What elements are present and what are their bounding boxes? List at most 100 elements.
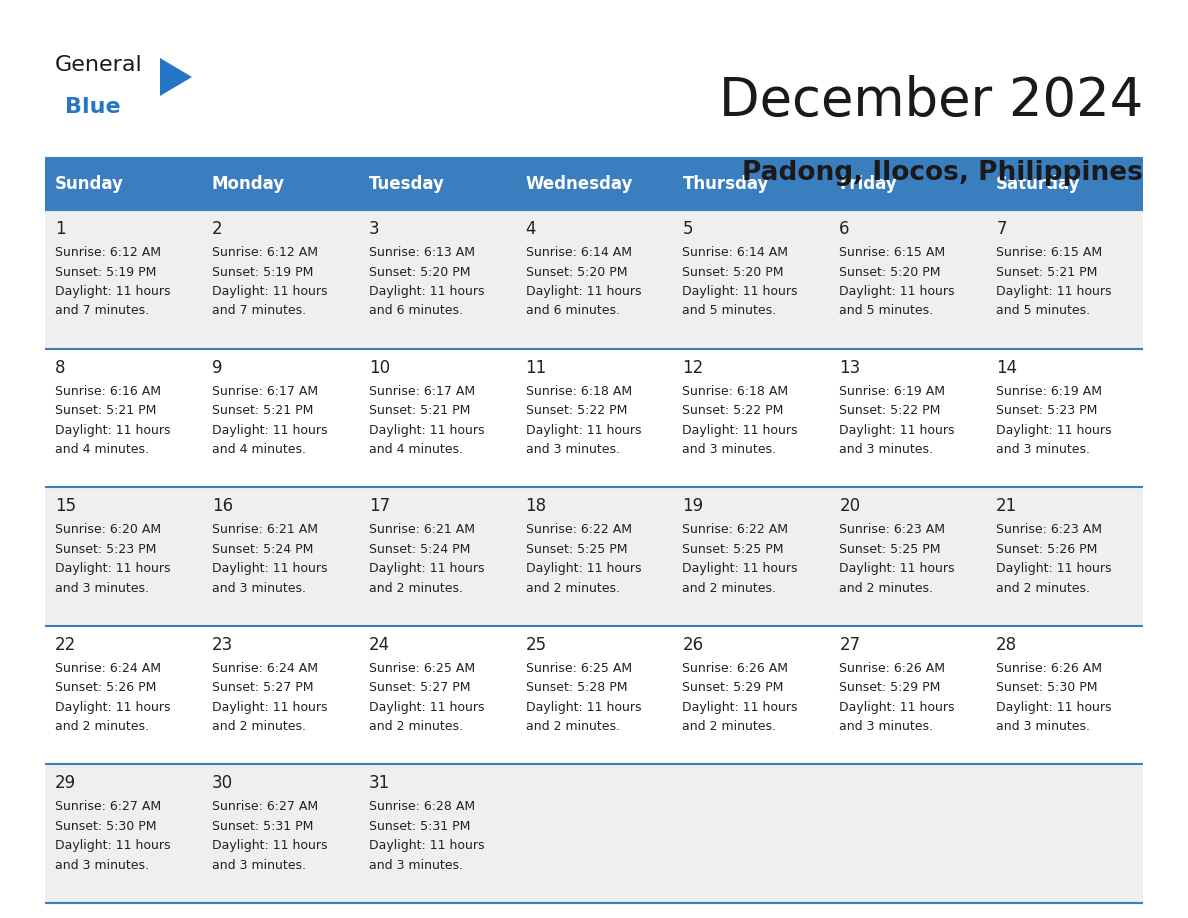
Text: Sunset: 5:19 PM: Sunset: 5:19 PM: [55, 265, 157, 278]
Text: Sunrise: 6:25 AM: Sunrise: 6:25 AM: [525, 662, 632, 675]
Text: Sunset: 5:28 PM: Sunset: 5:28 PM: [525, 681, 627, 694]
Text: 15: 15: [55, 498, 76, 515]
Bar: [45, 765, 202, 903]
Text: Sunrise: 6:25 AM: Sunrise: 6:25 AM: [368, 662, 475, 675]
Bar: [202, 210, 359, 349]
Text: and 4 minutes.: and 4 minutes.: [211, 443, 305, 456]
Bar: [202, 765, 359, 903]
Text: Daylight: 11 hours: Daylight: 11 hours: [368, 285, 485, 298]
Text: Daylight: 11 hours: Daylight: 11 hours: [525, 700, 642, 714]
Text: and 4 minutes.: and 4 minutes.: [368, 443, 462, 456]
Bar: [45, 349, 202, 487]
Text: and 2 minutes.: and 2 minutes.: [55, 721, 148, 733]
Text: Wednesday: Wednesday: [525, 175, 633, 193]
Bar: [829, 765, 986, 903]
Text: and 3 minutes.: and 3 minutes.: [839, 721, 934, 733]
Text: and 3 minutes.: and 3 minutes.: [55, 859, 148, 872]
Text: Daylight: 11 hours: Daylight: 11 hours: [211, 700, 328, 714]
Text: Sunset: 5:22 PM: Sunset: 5:22 PM: [839, 404, 941, 417]
Text: Daylight: 11 hours: Daylight: 11 hours: [682, 285, 798, 298]
Text: Sunset: 5:29 PM: Sunset: 5:29 PM: [682, 681, 784, 694]
Text: 2: 2: [211, 220, 222, 238]
Text: Daylight: 11 hours: Daylight: 11 hours: [997, 562, 1112, 576]
Text: and 3 minutes.: and 3 minutes.: [997, 721, 1091, 733]
Text: 30: 30: [211, 775, 233, 792]
Bar: [829, 487, 986, 626]
Text: Daylight: 11 hours: Daylight: 11 hours: [525, 423, 642, 437]
Text: 23: 23: [211, 636, 233, 654]
Text: and 2 minutes.: and 2 minutes.: [682, 582, 777, 595]
Text: Sunrise: 6:24 AM: Sunrise: 6:24 AM: [55, 662, 162, 675]
Text: Daylight: 11 hours: Daylight: 11 hours: [368, 562, 485, 576]
Bar: [516, 158, 672, 210]
Text: and 2 minutes.: and 2 minutes.: [368, 582, 462, 595]
Text: Daylight: 11 hours: Daylight: 11 hours: [368, 423, 485, 437]
Bar: [516, 349, 672, 487]
Text: Daylight: 11 hours: Daylight: 11 hours: [997, 423, 1112, 437]
Text: Sunset: 5:23 PM: Sunset: 5:23 PM: [997, 404, 1098, 417]
Text: 9: 9: [211, 359, 222, 376]
Text: Sunset: 5:20 PM: Sunset: 5:20 PM: [368, 265, 470, 278]
Bar: [672, 487, 829, 626]
Bar: [986, 210, 1143, 349]
Bar: [45, 487, 202, 626]
Text: Daylight: 11 hours: Daylight: 11 hours: [682, 423, 798, 437]
Text: Tuesday: Tuesday: [368, 175, 444, 193]
Bar: [359, 158, 516, 210]
Text: Sunrise: 6:16 AM: Sunrise: 6:16 AM: [55, 385, 162, 397]
Text: 14: 14: [997, 359, 1017, 376]
Text: Sunrise: 6:13 AM: Sunrise: 6:13 AM: [368, 246, 475, 259]
Text: 7: 7: [997, 220, 1006, 238]
Text: Sunset: 5:25 PM: Sunset: 5:25 PM: [839, 543, 941, 555]
Text: and 5 minutes.: and 5 minutes.: [839, 305, 934, 318]
Text: Sunrise: 6:21 AM: Sunrise: 6:21 AM: [368, 523, 475, 536]
Bar: [516, 765, 672, 903]
Text: and 2 minutes.: and 2 minutes.: [682, 721, 777, 733]
Text: and 3 minutes.: and 3 minutes.: [211, 859, 305, 872]
Text: Daylight: 11 hours: Daylight: 11 hours: [211, 562, 328, 576]
Text: Sunrise: 6:22 AM: Sunrise: 6:22 AM: [525, 523, 632, 536]
Text: Sunrise: 6:12 AM: Sunrise: 6:12 AM: [55, 246, 162, 259]
Text: Sunset: 5:21 PM: Sunset: 5:21 PM: [211, 404, 314, 417]
Bar: [45, 158, 202, 210]
Bar: [45, 210, 202, 349]
Text: Daylight: 11 hours: Daylight: 11 hours: [55, 285, 171, 298]
Text: Sunrise: 6:19 AM: Sunrise: 6:19 AM: [997, 385, 1102, 397]
Bar: [359, 626, 516, 765]
Text: Sunrise: 6:17 AM: Sunrise: 6:17 AM: [211, 385, 318, 397]
Text: Sunrise: 6:27 AM: Sunrise: 6:27 AM: [55, 800, 162, 813]
Text: Daylight: 11 hours: Daylight: 11 hours: [55, 423, 171, 437]
Text: and 3 minutes.: and 3 minutes.: [55, 582, 148, 595]
Text: Sunset: 5:30 PM: Sunset: 5:30 PM: [55, 820, 157, 833]
Bar: [829, 626, 986, 765]
Text: Sunrise: 6:23 AM: Sunrise: 6:23 AM: [997, 523, 1102, 536]
Bar: [359, 487, 516, 626]
Bar: [986, 765, 1143, 903]
Text: 16: 16: [211, 498, 233, 515]
Text: Sunday: Sunday: [55, 175, 124, 193]
Polygon shape: [160, 58, 192, 96]
Text: and 3 minutes.: and 3 minutes.: [839, 443, 934, 456]
Bar: [359, 765, 516, 903]
Text: Daylight: 11 hours: Daylight: 11 hours: [525, 285, 642, 298]
Text: Sunset: 5:22 PM: Sunset: 5:22 PM: [682, 404, 784, 417]
Text: Monday: Monday: [211, 175, 285, 193]
Text: Sunset: 5:19 PM: Sunset: 5:19 PM: [211, 265, 314, 278]
Bar: [359, 210, 516, 349]
Text: Sunset: 5:25 PM: Sunset: 5:25 PM: [682, 543, 784, 555]
Text: 11: 11: [525, 359, 546, 376]
Text: 4: 4: [525, 220, 536, 238]
Text: Sunrise: 6:23 AM: Sunrise: 6:23 AM: [839, 523, 946, 536]
Bar: [516, 487, 672, 626]
Text: Blue: Blue: [65, 97, 121, 117]
Text: 19: 19: [682, 498, 703, 515]
Bar: [672, 626, 829, 765]
Text: 21: 21: [997, 498, 1017, 515]
Text: Sunrise: 6:17 AM: Sunrise: 6:17 AM: [368, 385, 475, 397]
Text: Sunrise: 6:27 AM: Sunrise: 6:27 AM: [211, 800, 318, 813]
Text: 20: 20: [839, 498, 860, 515]
Text: Sunrise: 6:19 AM: Sunrise: 6:19 AM: [839, 385, 946, 397]
Text: and 2 minutes.: and 2 minutes.: [368, 721, 462, 733]
Text: 27: 27: [839, 636, 860, 654]
Text: Sunset: 5:20 PM: Sunset: 5:20 PM: [839, 265, 941, 278]
